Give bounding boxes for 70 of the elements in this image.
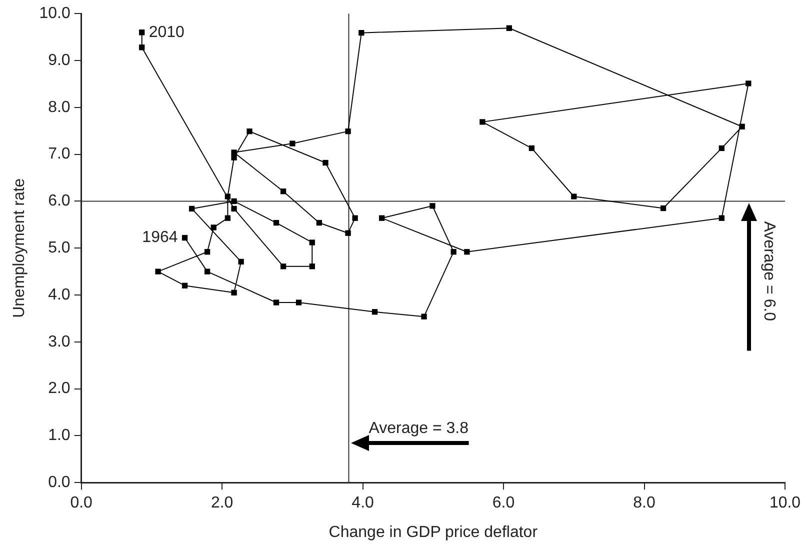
y-tick-label: 2.0 xyxy=(48,380,70,398)
point xyxy=(450,249,456,255)
y-tick-label: 10.0 xyxy=(39,5,70,22)
point xyxy=(746,80,752,86)
point xyxy=(718,215,724,221)
point xyxy=(246,128,252,134)
y-tick-label: 3.0 xyxy=(48,333,70,350)
point xyxy=(480,119,486,125)
point xyxy=(316,220,322,226)
point xyxy=(280,264,286,270)
point xyxy=(224,215,231,221)
point xyxy=(430,203,436,209)
x-tick-label: 6.0 xyxy=(492,494,515,512)
x-tick-label: 10.0 xyxy=(769,494,801,512)
point xyxy=(352,215,358,221)
ref-line-label: Average = 3.8 xyxy=(368,420,469,438)
point xyxy=(464,249,470,255)
point xyxy=(372,309,378,315)
point xyxy=(238,258,244,265)
point xyxy=(280,188,286,194)
point xyxy=(204,249,210,255)
point xyxy=(378,215,385,221)
point xyxy=(290,140,296,146)
point xyxy=(139,30,145,36)
point xyxy=(506,25,512,31)
y-tick-label: 5.0 xyxy=(48,240,70,257)
point xyxy=(309,264,315,270)
annotation: 1964 xyxy=(142,229,178,246)
point xyxy=(528,145,535,152)
point xyxy=(296,300,302,306)
point xyxy=(182,234,188,241)
y-tick-label: 4.0 xyxy=(48,286,70,304)
point xyxy=(204,268,210,274)
y-tick-label: 6.0 xyxy=(48,192,70,210)
annotation: 2010 xyxy=(148,24,185,41)
x-tick-label: 4.0 xyxy=(352,494,374,512)
point xyxy=(231,198,237,204)
point xyxy=(358,30,364,36)
x-tick-label: 0.0 xyxy=(70,494,93,512)
ref-line-label: Average = 6.0 xyxy=(760,221,778,322)
point xyxy=(210,224,216,230)
point xyxy=(309,240,315,246)
y-axis-title: Unemployment rate xyxy=(11,178,28,318)
point xyxy=(660,205,666,212)
x-tick-label: 2.0 xyxy=(210,494,234,512)
point xyxy=(739,124,745,130)
point xyxy=(718,145,724,152)
y-tick-label: 9.0 xyxy=(48,52,70,69)
point xyxy=(155,268,161,274)
point xyxy=(182,282,188,288)
point xyxy=(421,314,427,320)
point xyxy=(224,194,231,200)
y-tick-label: 0.0 xyxy=(48,474,70,492)
point xyxy=(139,44,145,50)
point xyxy=(231,206,237,212)
point xyxy=(231,154,237,160)
y-tick-label: 7.0 xyxy=(48,146,70,163)
point xyxy=(273,300,280,306)
point xyxy=(188,206,195,212)
point xyxy=(322,160,328,166)
point xyxy=(273,220,280,226)
x-axis-title: Change in GDP price deflator xyxy=(328,524,538,541)
point xyxy=(231,290,237,296)
point xyxy=(345,128,351,134)
point xyxy=(345,230,351,236)
point xyxy=(231,150,237,156)
y-tick-label: 8.0 xyxy=(48,98,70,116)
point xyxy=(571,194,577,200)
y-tick-label: 1.0 xyxy=(48,427,70,444)
x-tick-label: 8.0 xyxy=(633,494,656,512)
